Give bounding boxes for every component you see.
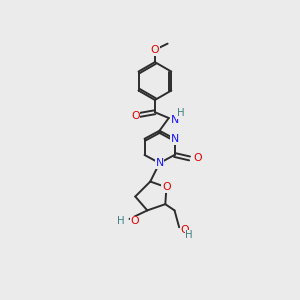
Text: O: O [180, 225, 189, 235]
Text: N: N [171, 115, 179, 125]
Text: O: O [194, 153, 202, 164]
Text: H: H [185, 230, 193, 240]
Text: O: O [162, 182, 171, 192]
Text: O: O [131, 111, 140, 121]
Text: N: N [170, 134, 179, 144]
Text: H: H [117, 216, 124, 226]
Text: N: N [155, 158, 164, 168]
Text: O: O [151, 45, 159, 55]
Text: O: O [131, 216, 139, 226]
Text: H: H [177, 108, 184, 118]
